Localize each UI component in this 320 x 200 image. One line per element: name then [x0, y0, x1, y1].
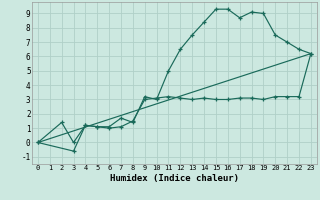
X-axis label: Humidex (Indice chaleur): Humidex (Indice chaleur) — [110, 174, 239, 183]
